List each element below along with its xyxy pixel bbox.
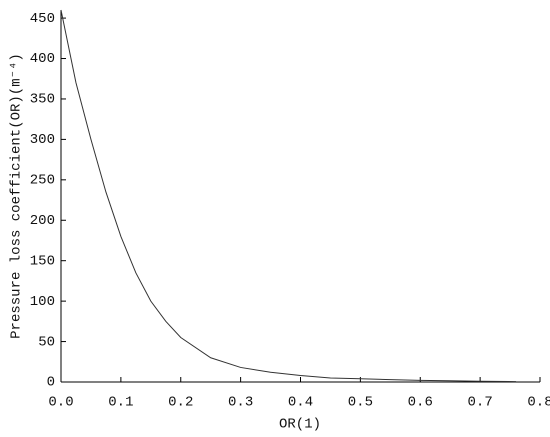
y-tick-label: 100: [30, 294, 55, 310]
x-tick-label: 0.0: [48, 395, 73, 411]
y-tick-label: 400: [30, 51, 55, 67]
x-tick-label: 0.2: [168, 395, 193, 411]
x-tick-label: 0.5: [348, 395, 373, 411]
x-tick-label: 0.7: [468, 395, 493, 411]
y-tick-label: 150: [30, 253, 55, 269]
x-tick-label: 0.1: [108, 395, 133, 411]
x-tick-label: 0.4: [288, 395, 313, 411]
x-axis-title: OR(1): [279, 417, 321, 433]
line: [60, 9, 517, 383]
x-tick-label: 0.6: [408, 395, 433, 411]
x-tick-label: 0.3: [228, 395, 253, 411]
x-tick-label: 0.8: [527, 395, 550, 411]
y-tick-label: 300: [30, 132, 55, 148]
y-tick-label: 250: [30, 173, 55, 189]
y-tick-label: 50: [38, 334, 55, 350]
y-tick-label: 0: [47, 375, 55, 391]
y-axis-title: Pressure loss coefficient(OR)(m⁻⁴): [9, 53, 25, 339]
y-tick-label: 350: [30, 92, 55, 108]
y-tick-label: 200: [30, 213, 55, 229]
y-tick-label: 450: [30, 11, 55, 27]
